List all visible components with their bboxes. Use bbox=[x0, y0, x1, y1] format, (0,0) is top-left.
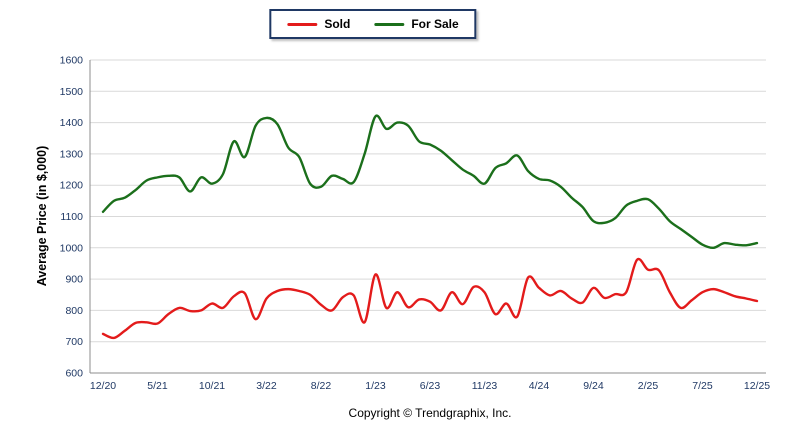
copyright-text: Copyright © Trendgraphix, Inc. bbox=[348, 406, 512, 420]
y-tick-label: 700 bbox=[65, 336, 83, 348]
x-tick-label: 5/21 bbox=[147, 380, 168, 392]
x-tick-label: 12/25 bbox=[744, 380, 770, 392]
legend-item-for-sale: For Sale bbox=[374, 17, 459, 31]
x-tick-label: 1/23 bbox=[365, 380, 386, 392]
x-tick-label: 2/25 bbox=[638, 380, 659, 392]
y-tick-label: 1500 bbox=[60, 86, 84, 98]
y-tick-label: 1400 bbox=[60, 117, 84, 129]
x-tick-label: 4/24 bbox=[529, 380, 550, 392]
x-tick-label: 9/24 bbox=[583, 380, 604, 392]
gridlines: 600 700 800 900 1000 1100 1200 1300 1400 1500 1600 bbox=[60, 55, 766, 380]
x-tick-label: 7/25 bbox=[692, 380, 713, 392]
x-tick-label: 3/22 bbox=[256, 380, 277, 392]
series-line-for-sale bbox=[101, 114, 759, 250]
y-tick-label: 1100 bbox=[60, 211, 83, 223]
x-tick-label: 6/23 bbox=[420, 380, 441, 392]
y-tick-label: 1600 bbox=[60, 55, 84, 67]
series-line-sold bbox=[101, 257, 759, 340]
y-tick-label: 1300 bbox=[60, 148, 84, 160]
y-tick-label: 900 bbox=[65, 274, 83, 286]
y-tick-label: 1200 bbox=[60, 180, 84, 192]
x-tick-label: 11/23 bbox=[472, 380, 498, 392]
legend-label-sold: Sold bbox=[324, 17, 351, 31]
x-tick-label: 12/20 bbox=[90, 380, 116, 392]
y-axis-title: Average Price (in $,000) bbox=[35, 145, 49, 287]
chart-legend: Sold For Sale bbox=[269, 9, 477, 39]
legend-item-sold: Sold bbox=[287, 17, 350, 31]
x-tick-label: 10/21 bbox=[199, 380, 225, 392]
for-sale-line-swatch bbox=[374, 22, 405, 26]
x-tick-label: 8/22 bbox=[311, 380, 332, 392]
y-tick-label: 600 bbox=[65, 368, 83, 380]
sold-line-swatch bbox=[287, 22, 318, 26]
y-tick-label: 1000 bbox=[60, 242, 84, 254]
legend-label-for-sale: For Sale bbox=[411, 17, 459, 31]
y-tick-label: 800 bbox=[65, 305, 83, 317]
